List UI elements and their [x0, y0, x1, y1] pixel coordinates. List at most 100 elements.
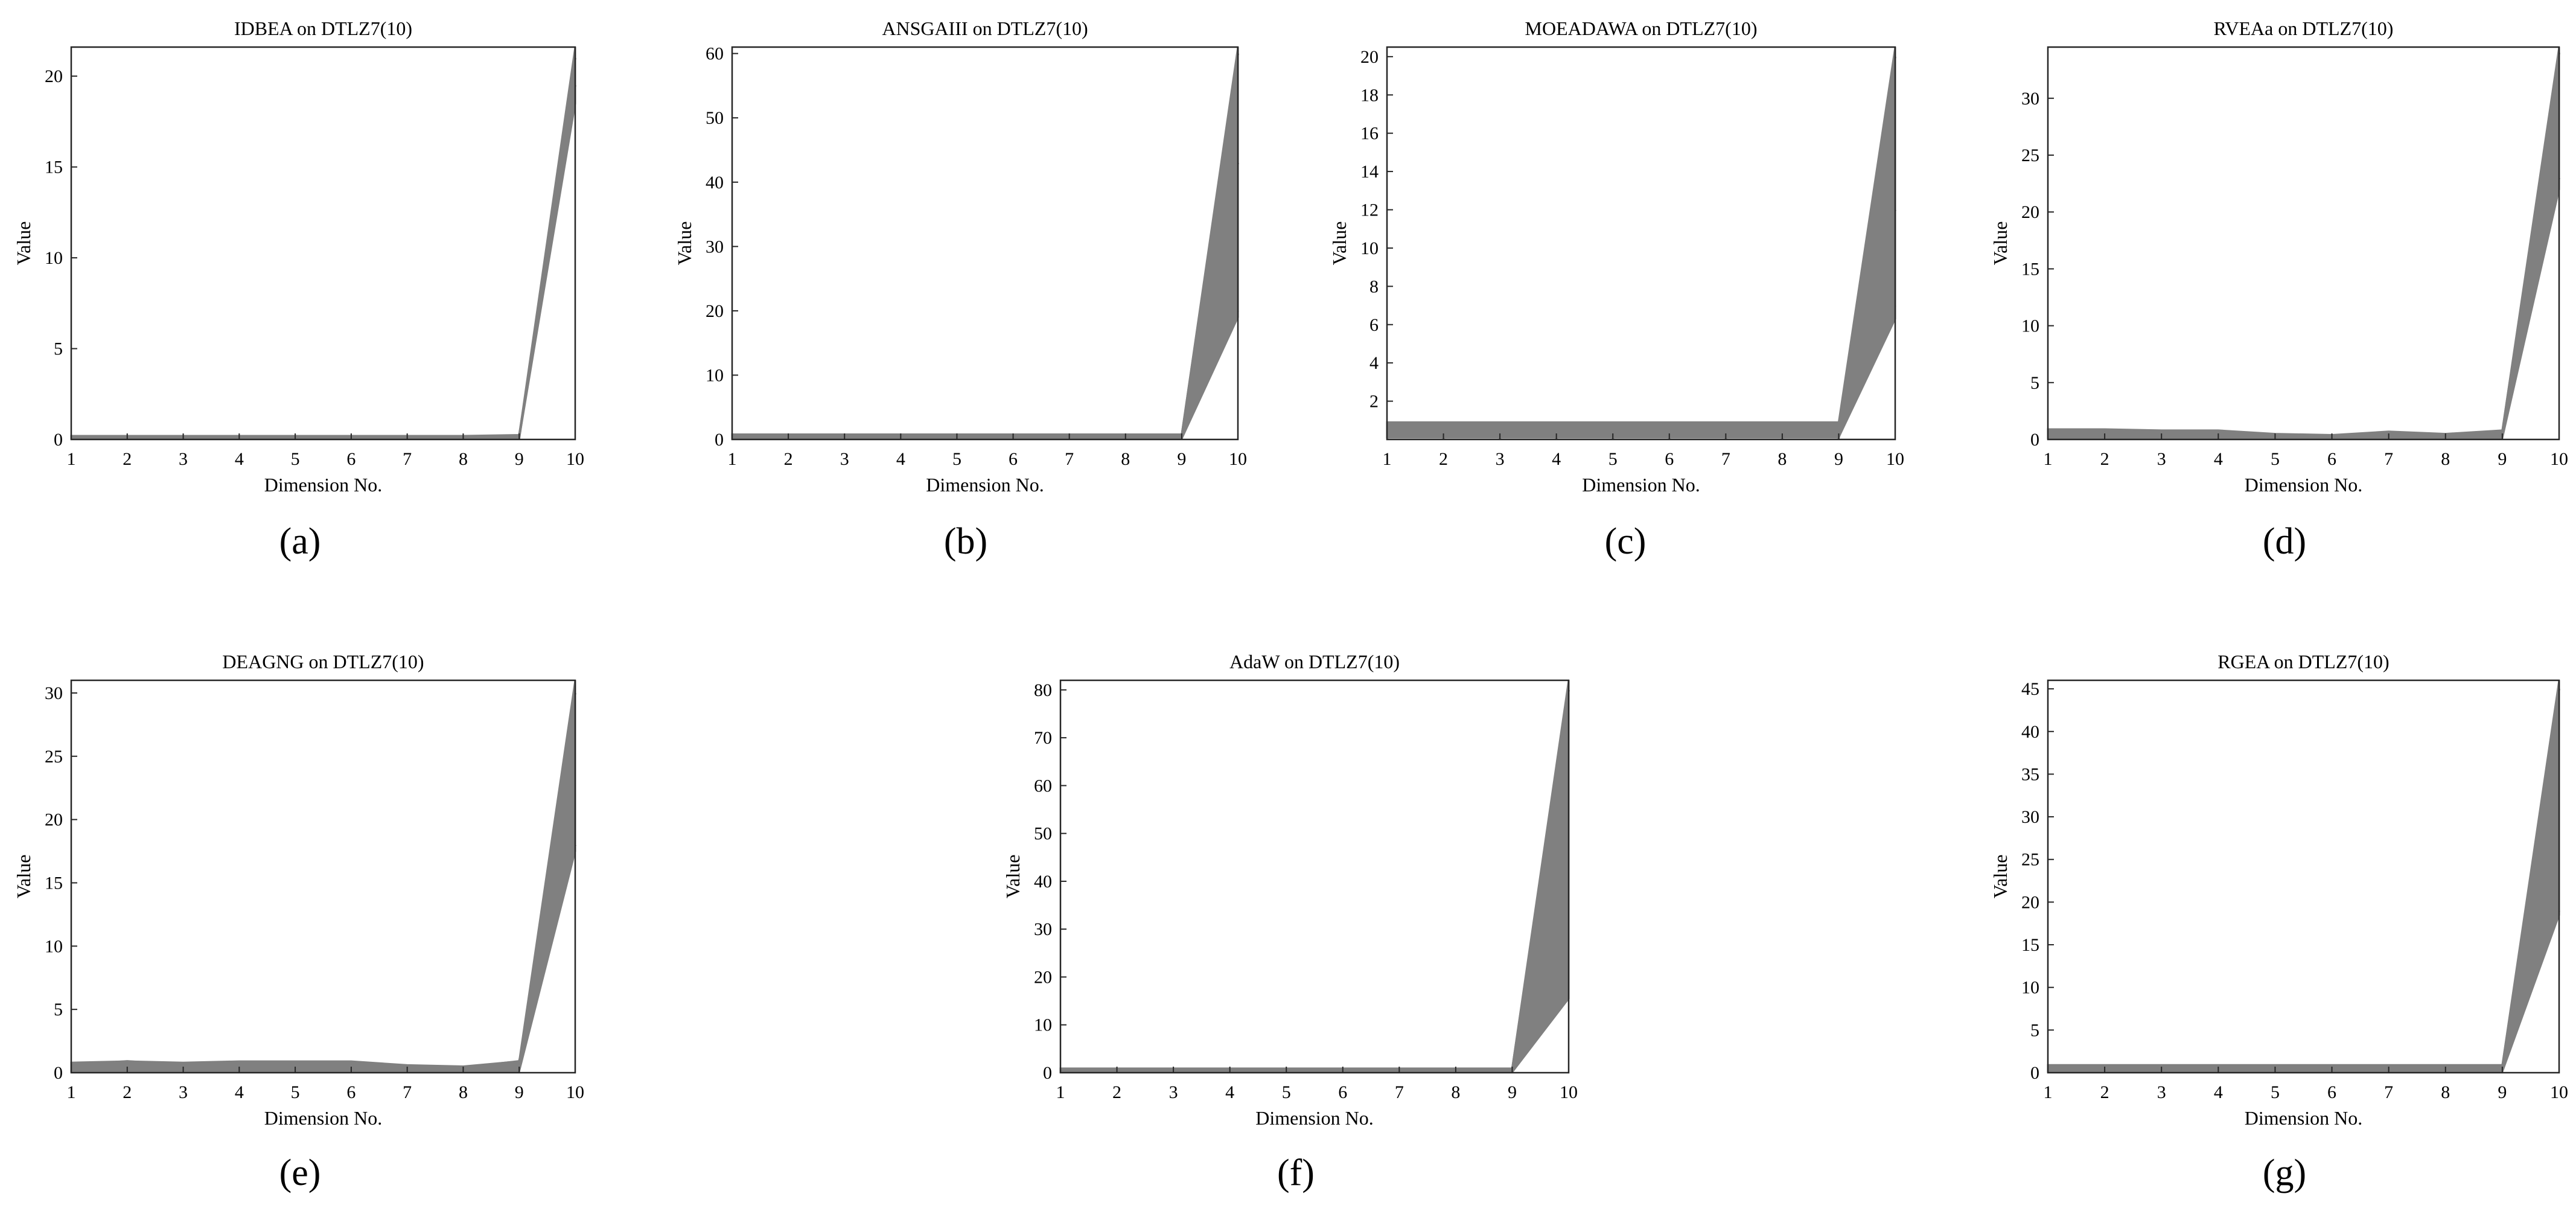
y-tick-label: 45	[2021, 679, 2039, 699]
series-line-3	[1060, 689, 1570, 1071]
y-axis-label: Value	[13, 855, 34, 899]
panel-caption: (e)	[279, 1152, 321, 1193]
y-tick-label: 5	[2030, 373, 2039, 393]
x-tick-label: 3	[1169, 1082, 1178, 1102]
chart-title: RVEAa on DTLZ7(10)	[2214, 18, 2394, 39]
series-line-2	[732, 162, 1239, 438]
chart-title: IDBEA on DTLZ7(10)	[234, 18, 412, 39]
x-tick-label: 10	[566, 1082, 584, 1102]
x-tick-label: 3	[840, 449, 849, 469]
x-tick-label: 6	[2327, 449, 2336, 469]
x-tick-label: 7	[1395, 1082, 1404, 1102]
x-tick-label: 10	[2550, 449, 2568, 469]
data-band	[731, 46, 1239, 440]
panel-caption: (g)	[2263, 1152, 2306, 1193]
y-tick-label: 10	[1034, 1015, 1052, 1035]
axes-box	[70, 679, 576, 1074]
y-tick-label: 10	[2021, 316, 2039, 336]
y-tick-label: 60	[1034, 776, 1052, 796]
x-axis-label: Dimension No.	[1255, 1107, 1374, 1129]
x-tick-label: 1	[1056, 1082, 1065, 1102]
x-tick-label: 5	[2271, 1082, 2280, 1102]
y-tick-label: 5	[54, 339, 63, 359]
y-tick-label: 35	[2021, 764, 2039, 784]
x-tick-label: 7	[2384, 449, 2393, 469]
series-line-2	[1386, 209, 1896, 439]
series-line-1	[2048, 177, 2560, 439]
series-line-2	[1060, 981, 1570, 1071]
y-tick-label: 5	[2030, 1020, 2039, 1040]
x-tick-label: 1	[67, 1082, 76, 1102]
data-band	[2047, 680, 2560, 1073]
y-tick-label: 0	[1043, 1063, 1052, 1083]
y-tick-label: 15	[45, 158, 63, 177]
axes-box	[2047, 46, 2560, 441]
y-tick-label: 4	[1369, 353, 1379, 373]
x-tick-label: 7	[403, 449, 412, 469]
x-tick-label: 8	[459, 449, 468, 469]
chart-title: DEAGNG on DTLZ7(10)	[222, 651, 424, 672]
data-band	[1386, 46, 1896, 439]
x-axis-label: Dimension No.	[926, 474, 1044, 496]
y-tick-label: 30	[706, 237, 724, 257]
x-tick-label: 6	[1338, 1082, 1347, 1102]
chart-panel-2: 1 2 3 4 5 6 7 8 9 10 0 10 20 30 40 50 60 ANSGAIII on DTLZ…	[674, 18, 1247, 562]
x-tick-label: 10	[1886, 449, 1904, 469]
x-tick-label: 2	[2100, 1082, 2109, 1102]
chart-title: ANSGAIII on DTLZ7(10)	[882, 18, 1088, 39]
series-line-2	[2047, 688, 2560, 1070]
x-tick-label: 6	[2327, 1082, 2336, 1102]
y-tick-label: 0	[54, 430, 63, 450]
y-tick-label: 10	[1360, 238, 1379, 258]
y-tick-label: 50	[706, 108, 724, 128]
x-axis-label: Dimension No.	[2245, 1107, 2363, 1129]
y-tick-label: 30	[2021, 89, 2039, 109]
y-axis-label: Value	[1989, 222, 2011, 266]
y-axis-label: Value	[674, 222, 695, 266]
x-tick-label: 2	[2100, 449, 2109, 469]
x-axis-label: Dimension No.	[264, 474, 383, 496]
x-tick-label: 8	[2441, 449, 2450, 469]
x-tick-label: 9	[515, 449, 524, 469]
y-tick-label: 40	[706, 173, 724, 193]
x-tick-label: 3	[2157, 1082, 2166, 1102]
x-tick-label: 6	[346, 1082, 355, 1102]
chart-title: MOEADAWA on DTLZ7(10)	[1525, 18, 1758, 39]
x-tick-label: 7	[1721, 449, 1730, 469]
x-tick-label: 5	[952, 449, 961, 469]
x-tick-label: 8	[1777, 449, 1787, 469]
chart-panel-6: 1 2 3 4 5 6 7 8 9 10 0 10 20 30 40 50 60 70 80 AdaW on DTLZ…	[1002, 651, 1578, 1193]
x-tick-label: 3	[179, 449, 188, 469]
x-tick-label: 2	[123, 1082, 132, 1102]
y-tick-label: 15	[2021, 935, 2039, 955]
y-tick-label: 0	[2030, 430, 2039, 450]
series-line-2	[2047, 53, 2560, 438]
x-tick-label: 2	[1112, 1082, 1121, 1102]
y-tick-label: 2	[1369, 392, 1379, 412]
x-tick-label: 9	[1508, 1082, 1517, 1102]
series-line-1	[1386, 305, 1896, 439]
y-tick-label: 30	[2021, 807, 2039, 827]
x-axis-label: Dimension No.	[2245, 474, 2363, 496]
x-tick-label: 4	[896, 449, 905, 469]
series-line-1	[2048, 910, 2560, 1070]
y-axis-label: Value	[13, 222, 34, 266]
y-tick-label: 10	[2021, 978, 2039, 998]
data-band	[70, 46, 576, 439]
x-tick-label: 5	[291, 1082, 300, 1102]
chart-panel-1: 1 2 3 4 5 6 7 8 9 10 0 5 10 15 20 IDBEA on DTLZ7(10) Dim…	[13, 18, 584, 562]
x-tick-label: 5	[2271, 449, 2280, 469]
panel-caption: (c)	[1605, 521, 1647, 562]
x-tick-label: 7	[403, 1082, 412, 1102]
y-tick-label: 30	[1034, 919, 1052, 939]
y-tick-label: 0	[715, 430, 724, 450]
y-tick-label: 14	[1360, 162, 1379, 182]
y-tick-label: 20	[1034, 967, 1052, 987]
y-tick-label: 16	[1360, 124, 1379, 144]
series-line-1	[71, 85, 576, 438]
x-tick-label: 2	[123, 449, 132, 469]
y-axis-label: Value	[1989, 855, 2011, 899]
